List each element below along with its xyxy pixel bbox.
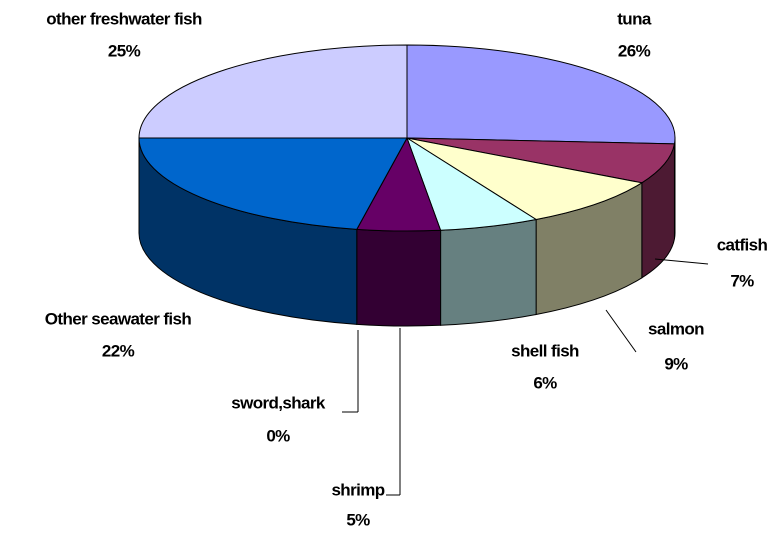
slice-label: Other seawater fish (45, 309, 192, 328)
slice-value-label: 7% (730, 271, 754, 290)
slice-value-label: 9% (664, 354, 688, 373)
slice-label: shell fish (511, 341, 579, 360)
slice-label: catfish (717, 235, 768, 254)
slice-group (138, 44, 408, 139)
slice-top (406, 137, 676, 184)
leader-line (654, 258, 709, 265)
slice-side (356, 228, 442, 327)
slice-label: salmon (648, 319, 704, 338)
slice-group (406, 137, 676, 279)
slice-label: tuna (617, 9, 652, 28)
slice-group (406, 136, 538, 326)
leader-line (605, 309, 637, 353)
slice-value-label: 6% (533, 373, 557, 392)
slice-top (406, 137, 644, 221)
slice-label: shrimp (331, 480, 384, 499)
slice-label: other freshwater fish (46, 9, 202, 28)
slice-value-label: 22% (102, 341, 135, 360)
slice-top (406, 44, 676, 145)
slice-value-label: 25% (108, 41, 141, 60)
slice-group (138, 137, 408, 325)
slice-top (138, 137, 408, 230)
slice-label: sword,shark (231, 393, 326, 412)
slice-top (138, 44, 408, 139)
slice-value-label: 0% (266, 426, 290, 445)
slice-value-label: 5% (346, 510, 370, 529)
slice-side (440, 218, 537, 326)
slice-group (406, 137, 644, 316)
slice-value-label: 26% (618, 41, 651, 60)
